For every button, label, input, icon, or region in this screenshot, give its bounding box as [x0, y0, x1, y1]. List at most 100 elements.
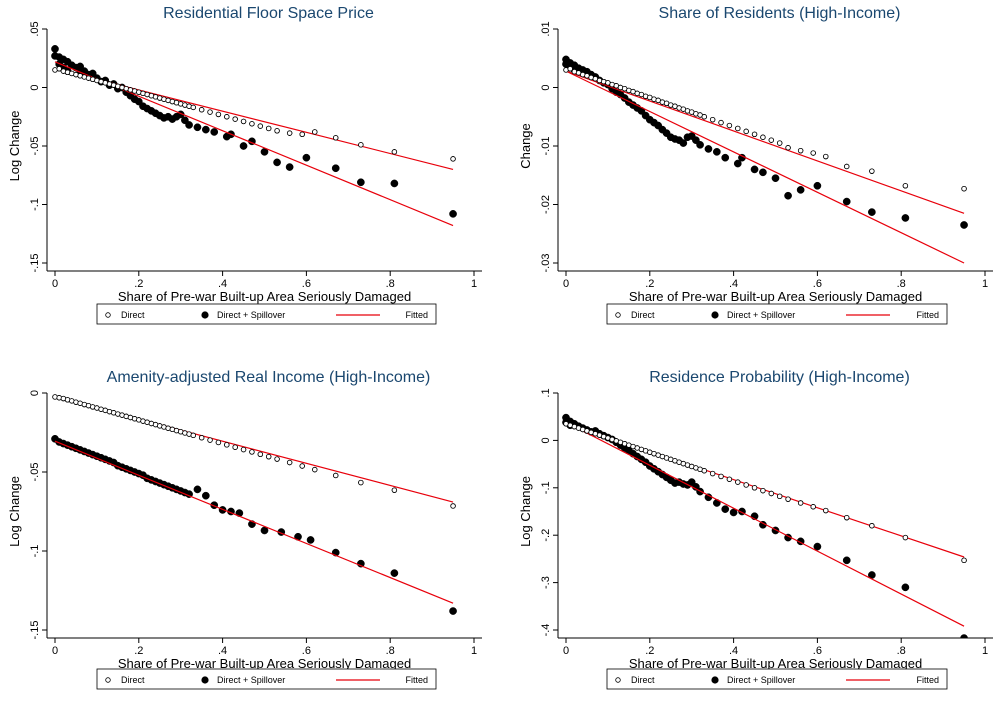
y-tick-label: 0: [540, 437, 552, 443]
x-tick-label: 1: [982, 645, 988, 657]
legend-label: Fitted: [916, 675, 939, 685]
legend: Direct Direct + Spillover Fitted: [96, 668, 437, 690]
x-tick-label: 0: [563, 645, 569, 657]
direct-spillover-point: [185, 121, 193, 129]
chart-panel-real-income: Amenity-adjusted Real Income (High-Incom…: [7, 369, 482, 690]
direct-point: [810, 504, 816, 510]
y-tick-label: 0: [540, 84, 552, 90]
direct-spillover-point: [51, 45, 59, 53]
direct-point: [735, 125, 741, 132]
x-tick-label: .8: [386, 278, 395, 290]
direct-point: [902, 183, 909, 189]
direct-point: [743, 482, 749, 488]
y-axis-label: Change: [518, 123, 533, 169]
direct-point: [450, 503, 456, 509]
y-tick-label: .01: [540, 21, 552, 36]
legend-label: Fitted: [405, 675, 428, 685]
x-tick-label: .6: [302, 645, 311, 657]
direct-point: [312, 466, 318, 473]
legend-label: Direct + Spillover: [727, 310, 795, 320]
direct-point: [299, 131, 305, 137]
legend-label: Direct + Spillover: [217, 675, 285, 685]
direct-point: [797, 500, 804, 506]
direct-point: [265, 453, 272, 460]
direct-point: [961, 186, 967, 192]
x-tick-label: .2: [134, 278, 143, 290]
x-tick-label: .8: [897, 278, 906, 290]
y-tick-label: -.1: [29, 198, 41, 211]
direct-point: [358, 142, 364, 148]
direct-point: [751, 131, 758, 137]
direct-point: [776, 493, 783, 500]
x-tick-label: 0: [563, 278, 569, 290]
direct-point: [844, 514, 850, 521]
direct-point: [333, 472, 339, 479]
x-axis-label: Share of Pre-war Built-up Area Seriously…: [118, 289, 411, 304]
direct-point: [274, 128, 280, 134]
legend-box: [606, 668, 948, 690]
x-axis-label: Share of Pre-war Built-up Area Seriously…: [629, 289, 922, 304]
y-tick-label: -.15: [29, 254, 41, 273]
y-tick-label: -.03: [540, 254, 552, 273]
chart-title: Residence Probability (High-Income): [649, 369, 910, 386]
legend-direct-marker: [615, 312, 621, 318]
direct-point: [701, 468, 707, 474]
y-tick-label: 0: [29, 84, 41, 90]
direct-spillover-point: [285, 163, 294, 171]
direct-point: [760, 487, 766, 494]
direct-spillover-point: [193, 485, 202, 494]
direct-point: [797, 147, 804, 154]
y-tick-label: -.4: [540, 624, 552, 637]
direct-point: [701, 114, 707, 120]
direct-point: [391, 487, 398, 493]
direct-point: [198, 435, 205, 441]
direct-spillover-point: [704, 145, 713, 153]
direct-spillover-point: [960, 634, 968, 638]
direct-point: [190, 432, 196, 439]
direct-spillover-point: [759, 168, 767, 177]
legend-direct-marker: [105, 677, 111, 683]
y-tick-label: -.15: [29, 621, 41, 640]
direct-point: [333, 135, 339, 141]
chart-title: Share of Residents (High-Income): [659, 5, 901, 22]
direct-spillover-point: [193, 123, 202, 132]
direct-point: [215, 111, 222, 118]
direct-point: [785, 496, 791, 502]
legend-direct-marker: [615, 677, 621, 683]
direct-point: [735, 479, 741, 485]
direct-spillover-point: [390, 179, 399, 188]
y-tick-label: -.02: [540, 195, 552, 214]
direct-spillover-point: [813, 181, 822, 190]
direct-point: [869, 523, 875, 529]
direct-point: [768, 137, 775, 143]
direct-point: [726, 122, 733, 129]
direct-spillover-point: [679, 139, 688, 147]
direct-point: [312, 129, 318, 135]
x-tick-label: .4: [729, 278, 738, 290]
direct-point: [190, 104, 196, 111]
x-tick-label: .2: [645, 278, 654, 290]
legend-label: Direct: [121, 675, 145, 685]
plot-area: [51, 45, 457, 227]
direct-spillover-point: [796, 186, 805, 194]
x-tick-label: .6: [813, 645, 822, 657]
direct-spillover-point: [771, 174, 780, 183]
direct-point: [240, 446, 247, 453]
legend-label: Direct: [631, 675, 655, 685]
direct-spillover-point: [750, 165, 759, 174]
x-tick-label: .4: [729, 645, 738, 657]
direct-spillover-point: [901, 214, 910, 222]
chart-title: Residential Floor Space Price: [163, 5, 374, 22]
direct-point: [726, 476, 733, 482]
direct-spillover-point: [721, 505, 730, 513]
direct-spillover-point: [390, 569, 399, 577]
y-axis-label: Log Change: [7, 111, 22, 182]
legend-spillover-marker: [711, 311, 719, 319]
chart-panel-resident-share: Share of Residents (High-Income) 0 .2 .4 .6.…: [518, 5, 993, 325]
direct-spillover-point: [201, 125, 210, 134]
direct-point: [391, 149, 398, 155]
x-tick-label: .4: [218, 278, 227, 290]
direct-spillover-point: [696, 140, 704, 149]
direct-point: [810, 150, 816, 156]
